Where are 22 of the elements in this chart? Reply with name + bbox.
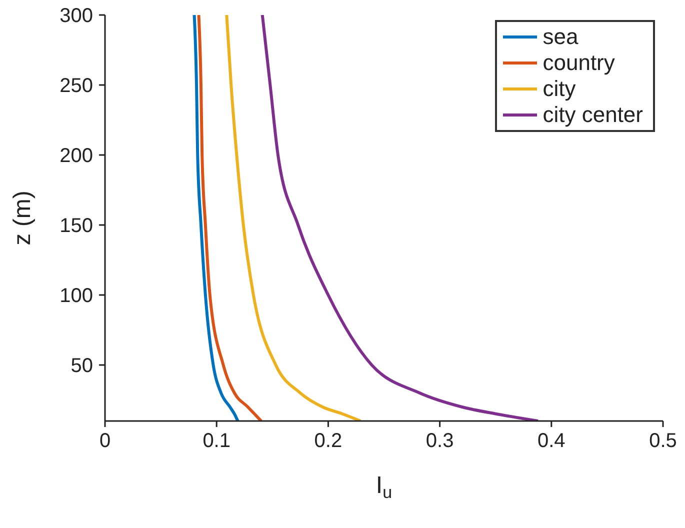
x-tick-label: 0.2 [314,430,342,452]
y-tick-label: 250 [60,75,93,98]
y-tick-label: 100 [60,285,93,308]
line-series [225,15,362,421]
legend-label: city [542,76,576,102]
y-tick-label: 50 [70,355,93,378]
y-tick-label: 300 [60,5,93,28]
x-axis-title: I$_{u}$ [376,472,392,502]
x-tick-label: 0.5 [649,430,677,452]
line-series [192,15,240,421]
x-tick-label: 0 [99,430,111,452]
legend-label: city center [542,102,643,128]
y-tick-label: 200 [60,145,93,168]
line-series [260,15,540,421]
legend-label: country [542,50,615,76]
line-series [197,15,263,421]
y-axis-title: z (m) [9,190,36,246]
x-tick-label: 0.4 [537,430,566,452]
legend-label: sea [542,24,578,50]
y-tick-label: 150 [60,215,93,238]
x-tick-label: 0.1 [202,430,231,452]
x-tick-label: 0.3 [426,430,454,452]
